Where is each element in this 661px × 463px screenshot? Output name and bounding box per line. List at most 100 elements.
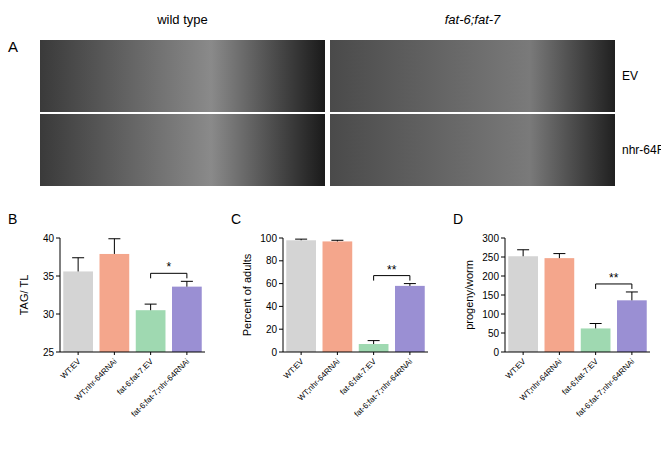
y-tick-label: 0 — [493, 347, 499, 358]
x-tick-label: fat-6;fat-7:EV — [560, 357, 600, 397]
x-tick-label: WT;nhr-64RNAi — [296, 357, 342, 403]
error-cap — [145, 304, 157, 305]
error-stem — [559, 254, 560, 259]
y-tick — [501, 276, 505, 277]
error-bar — [295, 239, 307, 240]
significance-label: ** — [609, 271, 619, 285]
micrograph — [330, 114, 615, 186]
y-tick-label: 35 — [43, 271, 55, 282]
error-bar — [590, 324, 602, 329]
error-stem — [373, 341, 374, 344]
y-axis-label: TAG/ TL — [18, 275, 30, 316]
panel-label: B — [8, 211, 17, 227]
error-stem — [78, 258, 79, 272]
marks — [63, 239, 201, 352]
y-tick-label: 25 — [43, 347, 55, 358]
y-tick-label: 60 — [266, 278, 278, 289]
y-tick-label: 200 — [482, 271, 499, 282]
error-stem — [631, 292, 632, 300]
chart: 050100150200250300WT:EVWT;nhr-64RNAifat-… — [453, 211, 650, 419]
bar — [136, 310, 166, 352]
y-tick-label: 20 — [266, 324, 278, 335]
y-tick — [501, 352, 505, 353]
y-tick — [279, 306, 283, 307]
micrograph — [330, 40, 615, 112]
micrograph — [40, 114, 325, 186]
y-tick — [56, 276, 60, 277]
error-cap — [590, 323, 602, 324]
bar — [323, 241, 353, 352]
bar — [395, 286, 425, 352]
error-cap — [553, 253, 565, 254]
x-tick — [78, 352, 79, 355]
error-bar — [626, 292, 638, 300]
y-tick — [501, 295, 505, 296]
x-tick-label: fat-6;fat-7;nhr-64RNAi — [353, 357, 415, 419]
x-tick-label: fat-6;fat-7;nhr-64RNAi — [130, 357, 192, 419]
x-axis — [283, 352, 428, 353]
y-tick — [279, 329, 283, 330]
error-bar — [331, 240, 343, 241]
column-label: fat-6;fat-7 — [445, 12, 501, 27]
y-tick-label: 100 — [482, 309, 499, 320]
y-tick — [501, 333, 505, 334]
error-cap — [517, 249, 529, 250]
error-bar — [368, 341, 380, 344]
bar — [581, 328, 611, 352]
y-tick-label: 80 — [266, 255, 278, 266]
x-tick-label: fat-6;fat-7;nhr-64RNAi — [575, 357, 637, 419]
x-tick-label: WT;nhr-64RNAi — [73, 357, 119, 403]
x-tick — [631, 352, 632, 355]
bar — [100, 254, 130, 352]
error-cap — [295, 239, 307, 240]
error-bar — [181, 281, 193, 286]
bar — [359, 344, 389, 352]
figure: Awild typefat-6;fat-7EVnhr-64RNAi2530354… — [0, 0, 661, 463]
y-tick-label: 40 — [266, 301, 278, 312]
y-axis — [60, 238, 61, 352]
error-cap — [626, 291, 638, 292]
y-tick — [279, 283, 283, 284]
y-tick-label: 100 — [260, 233, 277, 244]
y-axis-label: Percent of adults — [241, 253, 253, 336]
x-tick-label: fat-6;fat-7.EV — [115, 357, 155, 397]
marks — [508, 250, 646, 352]
error-cap — [368, 340, 380, 341]
y-tick — [56, 314, 60, 315]
error-cap — [331, 240, 343, 241]
bar — [172, 287, 202, 352]
x-tick — [150, 352, 151, 355]
y-axis-label: progeny/worm — [463, 260, 475, 330]
x-axis — [60, 352, 205, 353]
x-tick-label: WT:EV — [282, 357, 306, 381]
error-cap — [108, 238, 120, 239]
x-tick — [337, 352, 338, 355]
x-tick — [301, 352, 302, 355]
y-tick-label: 40 — [43, 233, 55, 244]
y-tick-label: 30 — [43, 309, 55, 320]
error-bar — [108, 239, 120, 254]
row-label: nhr-64RNAi — [622, 143, 661, 157]
error-bar — [72, 258, 84, 272]
error-cap — [404, 283, 416, 284]
error-stem — [523, 250, 524, 256]
y-tick-label: 250 — [482, 252, 499, 263]
error-stem — [150, 304, 151, 310]
error-cap — [181, 281, 193, 282]
bar — [617, 300, 647, 352]
error-stem — [186, 281, 187, 286]
micrograph — [40, 40, 325, 112]
column-label: wild type — [156, 12, 208, 27]
x-tick — [523, 352, 524, 355]
error-bar — [145, 304, 157, 310]
error-bar — [404, 284, 416, 286]
y-axis — [283, 238, 284, 352]
marks — [286, 239, 424, 352]
panel-label: C — [231, 211, 241, 227]
error-bar — [553, 254, 565, 259]
error-bar — [517, 250, 529, 256]
bar — [545, 258, 575, 352]
bar — [286, 240, 316, 352]
y-tick — [279, 352, 283, 353]
error-stem — [114, 239, 115, 254]
